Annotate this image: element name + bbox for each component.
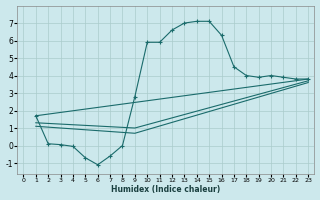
- X-axis label: Humidex (Indice chaleur): Humidex (Indice chaleur): [111, 185, 220, 194]
